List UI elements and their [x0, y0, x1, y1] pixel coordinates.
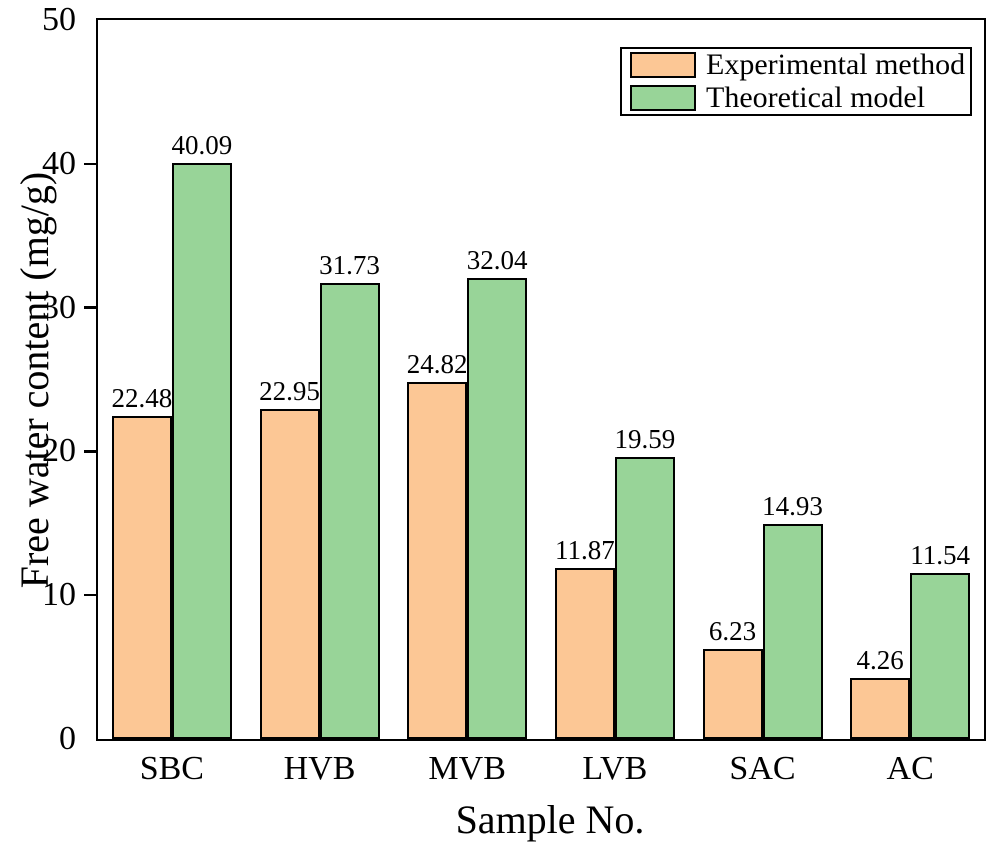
legend-swatch-theoretical — [630, 85, 696, 111]
x-axis-title: Sample No. — [455, 797, 645, 842]
y-axis-title: Free water content (mg/g) — [12, 171, 57, 589]
y-tick — [84, 593, 98, 597]
bar-sbc-experimental — [111, 415, 172, 739]
bar-sbc-theoretical — [171, 162, 232, 739]
y-tick-label: 50 — [42, 1, 76, 38]
bar-ac-experimental — [850, 677, 911, 739]
x-category-label-ac: AC — [886, 750, 934, 787]
bar-value-label: 11.87 — [554, 535, 615, 566]
bar-hvb-experimental — [259, 408, 320, 739]
x-category-label-mvb: MVB — [428, 750, 506, 787]
bar-hvb-theoretical — [319, 282, 380, 739]
x-category-label-hvb: HVB — [283, 750, 356, 787]
bar-value-label: 22.95 — [259, 375, 320, 406]
y-tick-label: 20 — [42, 432, 76, 470]
bar-value-label: 40.09 — [171, 129, 233, 160]
y-tick — [84, 162, 98, 166]
y-tick-label: 10 — [42, 576, 76, 614]
x-category-label-sbc: SBC — [139, 750, 204, 787]
legend: Experimental method Theoretical model — [620, 47, 972, 116]
bar-value-label: 14.93 — [762, 491, 823, 522]
bar-lvb-experimental — [554, 568, 615, 739]
legend-label-theoretical: Theoretical model — [706, 81, 926, 114]
y-tick-label: 0 — [59, 720, 76, 757]
bar-sac-experimental — [702, 649, 763, 739]
y-tick-label: 30 — [42, 288, 76, 326]
y-tick — [84, 450, 98, 453]
x-category-label-sac: SAC — [729, 750, 796, 787]
y-tick — [84, 306, 98, 309]
bar-value-label: 22.48 — [111, 382, 173, 413]
bar-lvb-theoretical — [614, 457, 675, 739]
plot-area: Experimental method Theoretical model 0 1… — [42, 3, 986, 787]
bar-sac-theoretical — [762, 524, 823, 739]
legend-item-theoretical: Theoretical model — [630, 81, 970, 114]
legend-swatch-experimental — [630, 52, 696, 78]
bar-mvb-theoretical — [467, 278, 528, 739]
bar-value-label: 31.73 — [319, 249, 380, 280]
bar-value-label: 19.59 — [614, 424, 676, 455]
legend-item-experimental: Experimental method — [630, 48, 970, 81]
bar-ac-theoretical — [910, 573, 971, 739]
bar-mvb-experimental — [407, 382, 468, 739]
y-tick-label: 40 — [42, 144, 76, 182]
bar-value-label: 11.54 — [910, 540, 971, 571]
bar-value-label: 6.23 — [708, 616, 757, 647]
bar-value-label: 32.04 — [466, 245, 528, 276]
legend-label-experimental: Experimental method — [706, 48, 966, 81]
bar-value-label: 4.26 — [856, 644, 904, 675]
x-category-label-lvb: LVB — [582, 750, 648, 787]
bar-value-label: 24.82 — [406, 349, 468, 380]
